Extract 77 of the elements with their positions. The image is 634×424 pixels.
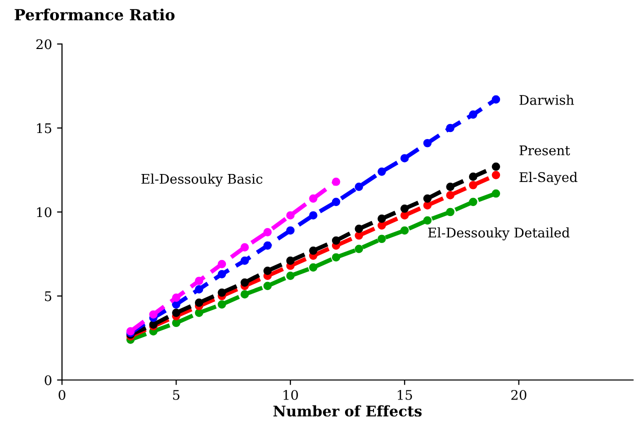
point xyxy=(492,170,500,180)
point xyxy=(468,110,478,119)
point xyxy=(400,211,409,220)
point xyxy=(354,182,364,191)
point xyxy=(194,308,204,317)
point xyxy=(240,256,249,265)
chart-title: Performance Ratio xyxy=(14,8,175,20)
x-tick-label: 10 xyxy=(284,390,298,400)
point xyxy=(218,260,226,268)
point xyxy=(423,194,432,203)
x-tick-label: 5 xyxy=(173,390,180,400)
point xyxy=(468,180,478,190)
point xyxy=(446,208,454,216)
point xyxy=(446,191,454,200)
point xyxy=(286,211,295,220)
y-tick-label: 20 xyxy=(36,39,52,50)
point xyxy=(354,231,364,240)
y-tick-label: 15 xyxy=(37,123,52,134)
point xyxy=(172,308,180,317)
point xyxy=(378,214,386,223)
point xyxy=(286,272,295,280)
point xyxy=(378,168,386,176)
point xyxy=(309,246,318,255)
y-tick-label: 10 xyxy=(37,207,52,218)
point xyxy=(492,189,500,198)
point xyxy=(240,278,249,287)
point xyxy=(468,172,478,181)
point xyxy=(263,241,272,250)
point xyxy=(263,266,272,275)
point xyxy=(446,182,454,191)
point xyxy=(378,221,386,230)
point xyxy=(149,310,158,319)
point xyxy=(332,178,340,186)
point xyxy=(286,226,295,235)
point xyxy=(172,294,180,302)
text: El-Dessouky Basic xyxy=(141,174,262,187)
point xyxy=(446,124,454,132)
series-label: El-Dessouky Detailed xyxy=(428,227,570,240)
point xyxy=(194,276,204,286)
point xyxy=(332,236,340,245)
point xyxy=(400,154,409,162)
series-label: Present xyxy=(520,146,570,156)
point xyxy=(354,244,364,254)
point xyxy=(423,216,432,225)
point xyxy=(492,162,500,171)
x-tick-label: 20 xyxy=(511,390,526,400)
point xyxy=(423,201,432,210)
point xyxy=(218,300,226,309)
x-tick-label: 15 xyxy=(398,390,412,400)
x-tick-label: 0 xyxy=(58,390,66,400)
point xyxy=(309,263,318,272)
point xyxy=(218,288,226,297)
point xyxy=(332,253,340,262)
point xyxy=(286,256,295,265)
point xyxy=(354,224,364,233)
point xyxy=(263,228,272,236)
point xyxy=(194,285,204,294)
point xyxy=(309,211,318,220)
point xyxy=(332,198,340,206)
point xyxy=(400,226,409,235)
point xyxy=(400,204,409,213)
point xyxy=(172,318,180,328)
series-label: Darwish xyxy=(520,94,574,105)
point xyxy=(240,290,249,298)
y-tick-label: 0 xyxy=(44,375,52,386)
point xyxy=(194,298,204,307)
point xyxy=(218,270,226,278)
point xyxy=(378,234,386,244)
y-tick-label: 5 xyxy=(45,291,52,302)
point xyxy=(468,198,478,206)
point xyxy=(309,194,318,203)
point xyxy=(263,282,272,290)
point xyxy=(423,138,432,148)
x-axis-title: Number of Effects xyxy=(273,405,422,417)
point xyxy=(240,243,249,252)
point xyxy=(492,95,500,104)
series-label: El-Sayed xyxy=(520,172,578,185)
